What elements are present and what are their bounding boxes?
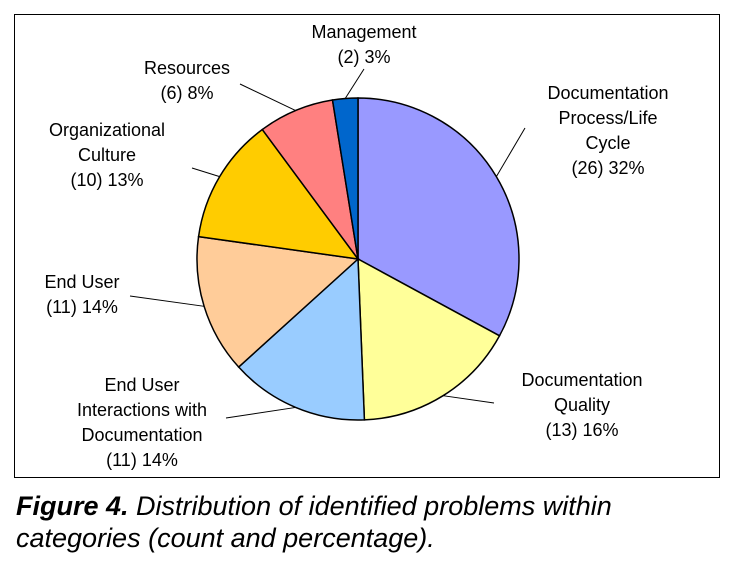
slice-label-line: Culture	[78, 145, 136, 165]
slice-label-3: End User (11) 14%	[44, 272, 119, 317]
slice-label-line: (6) 8%	[160, 83, 213, 103]
slice-label-6: Management (2) 3%	[311, 22, 416, 67]
chart-frame	[14, 14, 720, 478]
slice-labels: Documentation Process/Life Cycle (26) 32%Do…	[44, 22, 668, 470]
slice-label-line: (11) 14%	[46, 297, 118, 317]
slice-label-4: Organizational Culture (10) 13%	[49, 120, 165, 190]
slice-label-line: (2) 3%	[337, 47, 390, 67]
figure-caption: Figure 4. Distribution of identified pro…	[16, 490, 728, 554]
slice-label-line: End User	[44, 272, 119, 292]
leader-lines	[129, 68, 526, 419]
figure-label: Figure 4.	[16, 491, 129, 521]
pie-slice-1	[357, 257, 501, 421]
slice-label-line: Documentation	[81, 425, 202, 445]
pie-slice-2	[237, 257, 366, 421]
leader-line-6	[344, 68, 365, 99]
slice-label-5: Resources (6) 8%	[144, 58, 230, 103]
slice-label-line: Organizational	[49, 120, 165, 140]
slice-label-line: Interactions with	[77, 400, 207, 420]
slice-label-2: End User Interactions with Documentation (1…	[77, 375, 207, 470]
pie-slices	[196, 97, 520, 421]
pie-slice-4	[197, 128, 360, 260]
slice-label-line: Documentation	[547, 83, 668, 103]
slice-label-line: Process/Life	[558, 108, 657, 128]
caption-text: Distribution of identified problems with…	[16, 491, 612, 553]
leader-line-2	[225, 406, 296, 419]
slice-label-line: Documentation	[521, 370, 642, 390]
slice-label-line: Quality	[554, 395, 610, 415]
slice-label-line: (11) 14%	[106, 450, 178, 470]
pie-chart: Documentation Process/Life Cycle (26) 32%Do…	[44, 22, 668, 470]
slice-label-line: Management	[311, 22, 416, 42]
slice-label-line: (10) 13%	[70, 170, 143, 190]
leader-line-3	[129, 295, 205, 307]
leader-line-1	[443, 395, 495, 404]
slice-label-line: Resources	[144, 58, 230, 78]
slice-label-line: Cycle	[585, 133, 630, 153]
leader-line-5	[239, 83, 296, 112]
slice-label-0: Documentation Process/Life Cycle (26) 32%	[547, 83, 668, 178]
slice-label-line: (13) 16%	[545, 420, 618, 440]
leader-line-4	[191, 167, 220, 178]
slice-label-line: (26) 32%	[571, 158, 644, 178]
slice-label-1: Documentation Quality (13) 16%	[521, 370, 642, 440]
slice-label-line: End User	[104, 375, 179, 395]
leader-line-0	[495, 127, 526, 177]
